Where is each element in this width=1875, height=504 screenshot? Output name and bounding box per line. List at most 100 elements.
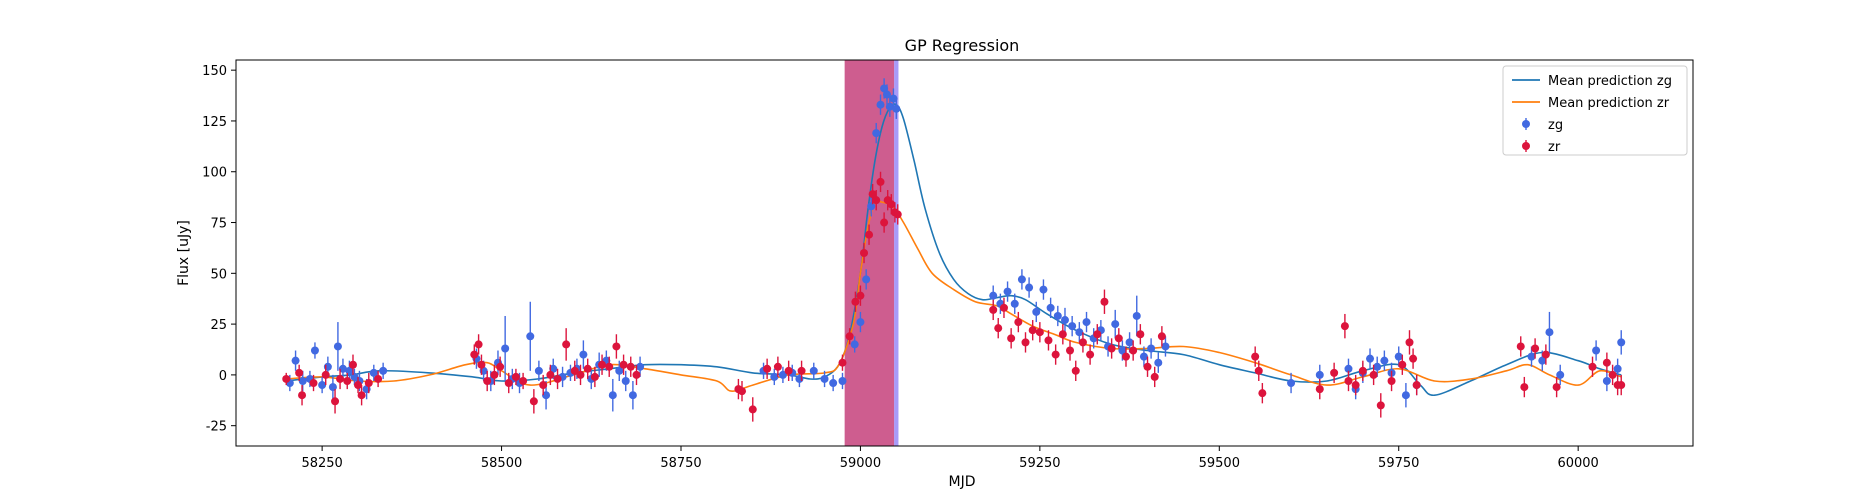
point-zr-14 bbox=[474, 340, 483, 349]
point-zg-30 bbox=[579, 350, 588, 359]
point-zr-77 bbox=[1121, 352, 1130, 361]
point-zr-104 bbox=[1588, 362, 1597, 371]
point-zg-36 bbox=[621, 376, 630, 385]
point-zr-11 bbox=[364, 379, 373, 388]
point-zg-81 bbox=[1147, 344, 1156, 353]
point-zr-26 bbox=[562, 340, 571, 349]
point-zg-45 bbox=[820, 374, 829, 383]
legend: Mean prediction zg Mean prediction zr zg zr bbox=[1502, 65, 1688, 156]
point-zr-61 bbox=[1007, 334, 1016, 343]
y-tick-label-5: 100 bbox=[202, 166, 227, 181]
x-tick-label-4: 59250 bbox=[1019, 456, 1060, 471]
point-zr-98 bbox=[1412, 381, 1421, 390]
legend-swatch-point-zg bbox=[1522, 120, 1530, 128]
point-zr-35 bbox=[626, 362, 635, 371]
point-zg-25 bbox=[542, 391, 551, 400]
point-zr-30 bbox=[590, 372, 599, 381]
point-zg-7 bbox=[328, 383, 337, 392]
point-zg-26 bbox=[549, 364, 558, 373]
point-zg-97 bbox=[1538, 356, 1547, 365]
point-zr-19 bbox=[504, 379, 513, 388]
point-zg-84 bbox=[1287, 379, 1296, 388]
point-zr-18 bbox=[496, 362, 505, 371]
point-zr-106 bbox=[1608, 370, 1617, 379]
point-zr-60 bbox=[999, 303, 1008, 312]
point-zr-72 bbox=[1086, 350, 1095, 359]
point-zr-1 bbox=[295, 368, 304, 377]
point-zr-65 bbox=[1035, 328, 1044, 337]
point-zg-37 bbox=[628, 391, 637, 400]
point-zr-100 bbox=[1520, 383, 1529, 392]
point-zr-73 bbox=[1093, 330, 1102, 339]
x-tick-label-0: 58250 bbox=[301, 456, 342, 471]
point-zg-91 bbox=[1380, 356, 1389, 365]
point-zr-32 bbox=[605, 362, 614, 371]
legend-label-zr: zr bbox=[1548, 140, 1561, 155]
point-zr-38 bbox=[738, 387, 747, 396]
point-zr-48 bbox=[860, 249, 869, 257]
x-tick-label-6: 59750 bbox=[1378, 456, 1419, 471]
point-zg-41 bbox=[778, 370, 787, 379]
point-zg-56 bbox=[885, 102, 894, 111]
point-zr-29 bbox=[583, 364, 592, 373]
legend-box bbox=[1502, 65, 1688, 156]
point-zg-10 bbox=[345, 366, 354, 375]
point-zg-5 bbox=[318, 381, 327, 390]
point-zr-3 bbox=[309, 379, 318, 388]
x-tick-label-2: 58750 bbox=[660, 456, 701, 471]
point-zr-46 bbox=[851, 297, 860, 306]
y-tick-label-3: 50 bbox=[210, 267, 227, 282]
point-zr-43 bbox=[797, 366, 806, 375]
point-zr-74 bbox=[1100, 297, 1109, 306]
point-zr-92 bbox=[1369, 370, 1378, 379]
y-tick-label-1: 0 bbox=[219, 369, 227, 384]
point-zg-4 bbox=[310, 346, 319, 355]
point-zr-84 bbox=[1254, 366, 1263, 375]
point-zr-57 bbox=[893, 210, 902, 219]
point-zr-59 bbox=[994, 324, 1003, 333]
point-zr-0 bbox=[282, 374, 291, 383]
point-zg-93 bbox=[1394, 352, 1403, 361]
point-zr-23 bbox=[539, 381, 548, 390]
series-zr bbox=[282, 171, 1626, 422]
point-zg-48 bbox=[850, 340, 859, 349]
point-zg-38 bbox=[636, 362, 645, 371]
point-zg-52 bbox=[872, 129, 881, 138]
point-zr-24 bbox=[546, 370, 555, 379]
point-zr-87 bbox=[1330, 368, 1339, 377]
point-zr-99 bbox=[1516, 342, 1525, 351]
point-zg-46 bbox=[829, 379, 838, 388]
point-zg-100 bbox=[1592, 346, 1601, 355]
point-zg-55 bbox=[882, 90, 891, 99]
point-zr-71 bbox=[1078, 338, 1087, 347]
point-zr-20 bbox=[511, 372, 520, 381]
point-zr-103 bbox=[1552, 383, 1561, 392]
point-zr-41 bbox=[773, 362, 782, 371]
point-zg-102 bbox=[1613, 364, 1622, 373]
point-zg-79 bbox=[1132, 311, 1141, 320]
point-zg-99 bbox=[1556, 370, 1565, 379]
axes-frame bbox=[235, 59, 1694, 447]
point-zr-81 bbox=[1150, 372, 1159, 381]
point-zr-66 bbox=[1044, 336, 1053, 345]
point-zr-82 bbox=[1157, 332, 1166, 341]
point-zg-23 bbox=[526, 332, 535, 341]
point-zr-17 bbox=[490, 370, 499, 379]
point-zr-78 bbox=[1129, 346, 1138, 355]
point-zr-12 bbox=[374, 374, 383, 383]
point-zr-15 bbox=[477, 360, 486, 369]
point-zr-89 bbox=[1344, 376, 1353, 385]
point-zr-63 bbox=[1021, 338, 1030, 347]
point-zg-85 bbox=[1315, 370, 1324, 379]
point-zr-27 bbox=[570, 366, 579, 375]
point-zr-69 bbox=[1066, 346, 1075, 355]
point-zr-4 bbox=[321, 370, 330, 379]
mean-line-1 bbox=[286, 199, 1622, 392]
point-zr-86 bbox=[1315, 385, 1324, 394]
point-zg-80 bbox=[1139, 352, 1148, 361]
point-zr-94 bbox=[1387, 376, 1396, 385]
point-zr-49 bbox=[865, 230, 874, 239]
point-zg-69 bbox=[1060, 316, 1069, 325]
point-zr-50 bbox=[868, 190, 877, 199]
point-zg-82 bbox=[1154, 358, 1163, 367]
